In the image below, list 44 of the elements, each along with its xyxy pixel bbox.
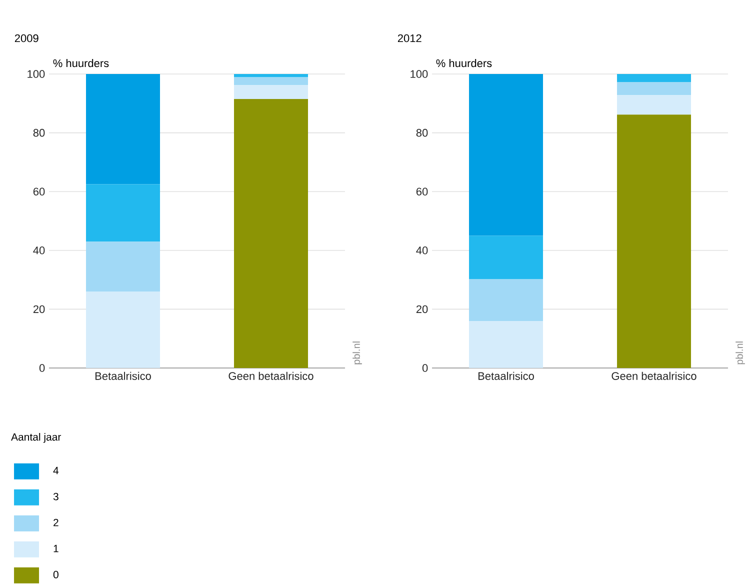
- y-tick-label: 0: [39, 364, 45, 372]
- y-tick-label: 20: [33, 305, 45, 314]
- legend-title: Aantal jaar: [11, 432, 62, 443]
- legend-label: 0: [53, 570, 58, 578]
- y-tick-label: 40: [416, 246, 428, 254]
- text: pbl.nl: [736, 342, 745, 364]
- x-tick-label: Betaalrisico: [478, 372, 534, 380]
- bar: [617, 114, 692, 368]
- bar: [86, 242, 160, 292]
- y-tick-label: 100: [410, 70, 428, 78]
- x-tick-label: Geen betaalrisico: [612, 372, 696, 380]
- y-tick-label: 20: [416, 305, 428, 314]
- bar: [617, 95, 692, 115]
- y-tick-label: 80: [33, 128, 45, 137]
- y-tick-label: 60: [416, 188, 428, 196]
- bar: [469, 279, 544, 321]
- x-tick-label: Geen betaalrisico: [228, 372, 314, 380]
- text: pbl.nl: [352, 342, 362, 364]
- legend-label: 3: [53, 492, 58, 500]
- bar: [234, 98, 308, 368]
- legend-label: 1: [54, 544, 58, 552]
- bar: [617, 82, 692, 96]
- bar: [234, 77, 308, 86]
- y-tick-label: 0: [422, 364, 428, 372]
- x-tick-label: Betaalrisico: [95, 372, 151, 380]
- y-axis-title: % huurders: [436, 59, 492, 68]
- y-tick-label: 60: [33, 188, 45, 196]
- legend-label: 2: [54, 518, 58, 526]
- bar: [617, 74, 692, 82]
- bar: [86, 292, 160, 368]
- bar: [86, 184, 160, 242]
- y-tick-label: 100: [28, 70, 45, 78]
- bar: [234, 85, 308, 99]
- bar: [469, 320, 544, 368]
- y-axis-title: % huurders: [53, 59, 109, 68]
- bar: [86, 74, 160, 184]
- y-tick-label: 80: [416, 128, 428, 137]
- bar: [234, 74, 308, 78]
- bar: [469, 74, 544, 236]
- legend-label: 4: [53, 466, 59, 474]
- chart-title: 2009: [14, 34, 38, 42]
- bar: [469, 236, 544, 280]
- chart-title: 2012: [398, 34, 422, 42]
- y-tick-label: 40: [33, 246, 45, 254]
